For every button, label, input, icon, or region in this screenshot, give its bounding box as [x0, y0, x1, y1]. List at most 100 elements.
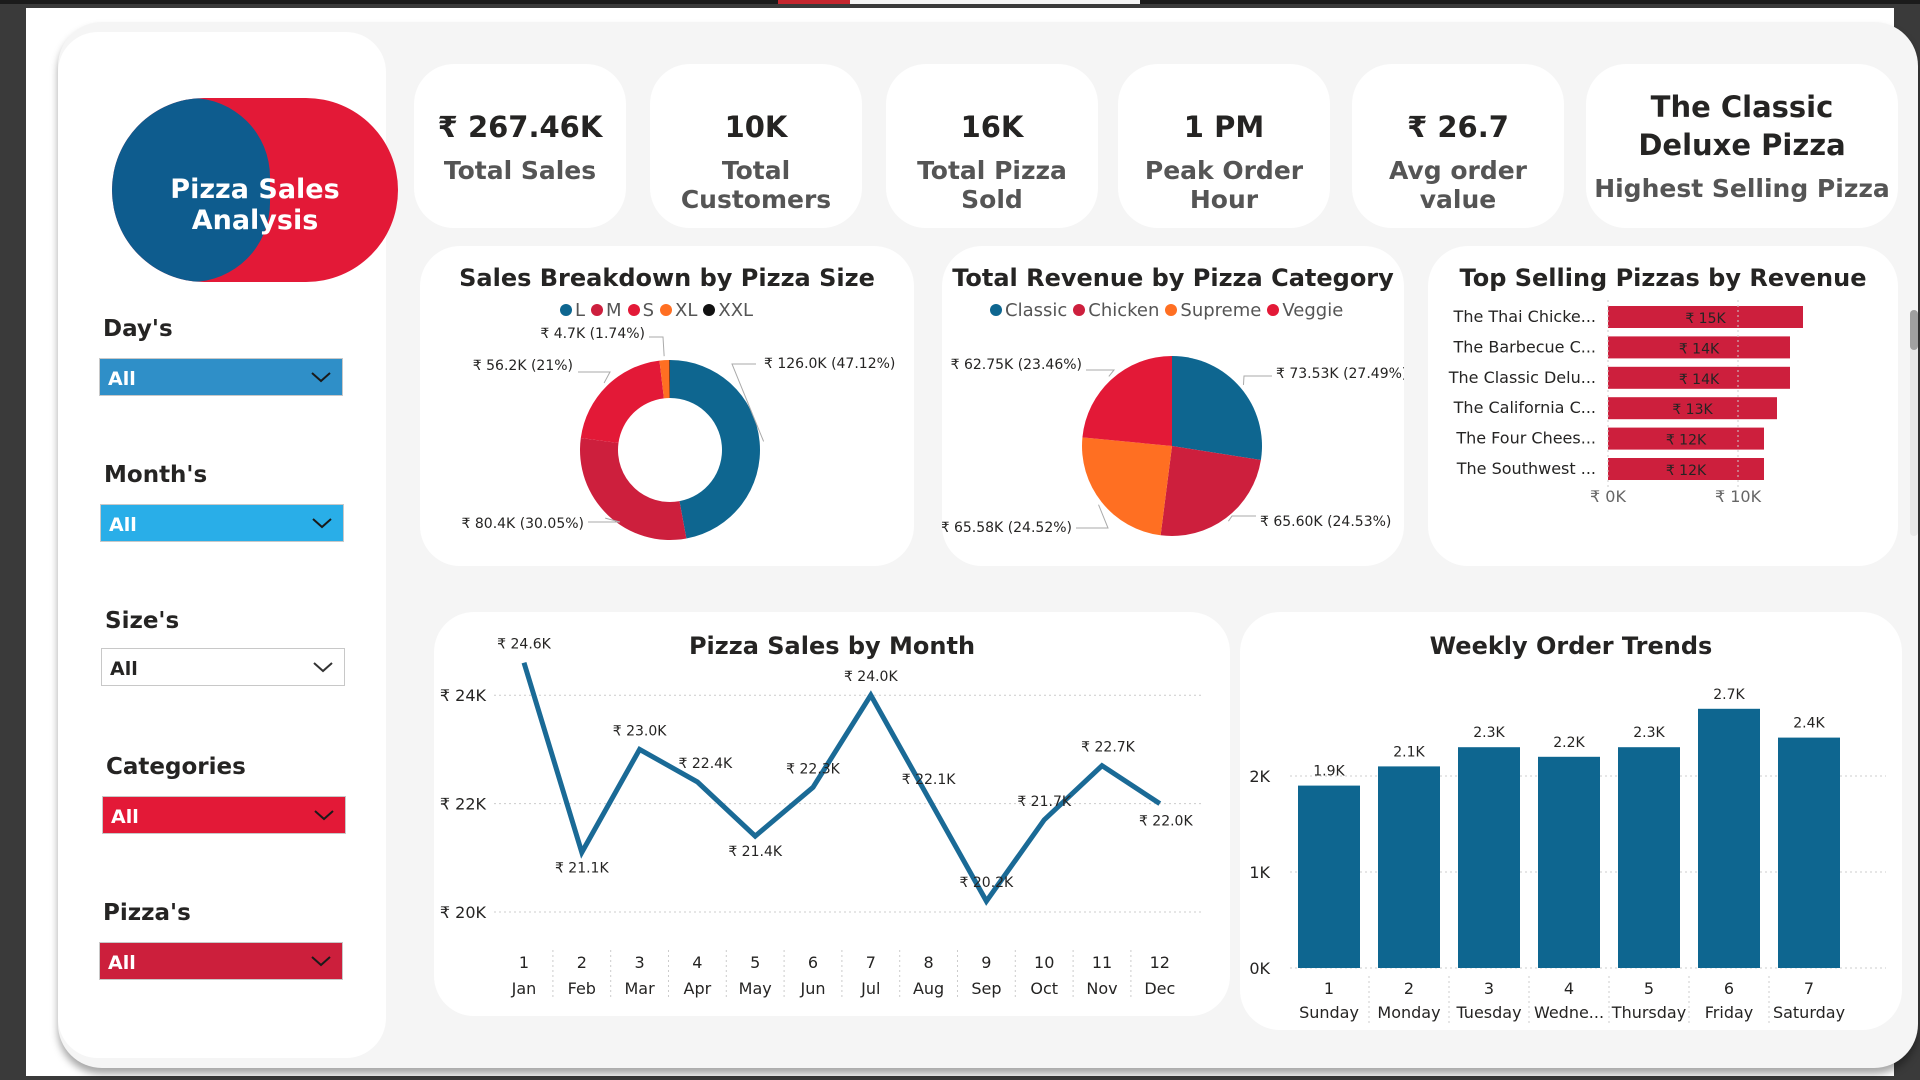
y-tick-label: 1K	[1249, 863, 1270, 882]
kpi-label-4: Avg order value	[1388, 156, 1528, 214]
legend-label: Classic	[1005, 300, 1068, 321]
size-chart-legend: L M S XL XXL	[560, 300, 759, 321]
filter-dropdown-2[interactable]: All	[101, 648, 345, 686]
bar-3	[1608, 397, 1777, 420]
x-category-label: Dec	[1144, 979, 1175, 998]
point-data-label: ₹ 23.0K	[613, 723, 668, 739]
filter-label-4: Pizza's	[103, 900, 191, 926]
pie-slice-xl	[659, 360, 670, 399]
chevron-down-icon[interactable]	[312, 657, 334, 677]
kpi-label-2: Total Pizza Sold	[917, 156, 1067, 214]
chevron-down-icon[interactable]	[310, 951, 332, 971]
leader-line	[649, 336, 665, 357]
point-data-label: ₹ 22.3K	[786, 761, 841, 777]
x-category-label: May	[739, 979, 772, 998]
pie-slice-chicken	[1160, 446, 1261, 536]
leader-line	[1228, 515, 1256, 522]
bar-category-label: The California C...	[1453, 398, 1596, 417]
x-tick-label: ₹ 0K	[1590, 487, 1626, 506]
y-tick-label: 2K	[1249, 767, 1270, 786]
category-chart-title: Total Revenue by Pizza Category	[952, 264, 1394, 292]
y-tick-label: ₹ 22K	[440, 795, 487, 814]
category-chart-legend: Classic Chicken Supreme Veggie	[990, 300, 1349, 321]
x-tick-label: 1	[519, 953, 529, 972]
slice-data-label: ₹ 65.58K (24.52%)	[942, 520, 1072, 536]
legend-label: Veggie	[1282, 300, 1344, 321]
kpi-value-5: The Classic Deluxe Pizza	[1638, 90, 1846, 162]
x-tick-label: 5	[750, 953, 760, 972]
top-pizzas-scrollbar[interactable]	[1910, 310, 1918, 536]
kpi-value-0: ₹ 267.46K	[437, 110, 603, 144]
point-data-label: ₹ 22.0K	[1139, 814, 1194, 830]
weekly-bar-6	[1778, 737, 1840, 968]
logo-badge: Pizza Sales Analysis	[112, 98, 398, 282]
legend-marker	[627, 304, 640, 316]
scrollbar-thumb[interactable]	[1910, 310, 1918, 350]
bar-data-label: ₹ 13K	[1672, 402, 1713, 418]
x-tick-label: 6	[1724, 979, 1734, 998]
weekly-bar-3	[1538, 756, 1600, 968]
chevron-down-icon[interactable]	[313, 805, 335, 825]
top-pizzas-card: Top Selling Pizzas by Revenue The Thai C…	[1428, 246, 1898, 566]
bar-data-label: 2.3K	[1473, 725, 1505, 741]
filter-value-0: All	[108, 368, 136, 390]
filter-dropdown-0[interactable]: All	[99, 358, 343, 396]
x-tick-label: 7	[1804, 979, 1814, 998]
filter-dropdown-1[interactable]: All	[100, 504, 344, 542]
legend-marker	[1165, 304, 1178, 316]
top-pizzas-bar-chart: The Thai Chicke... ₹ 15K The Barbecue C...…	[1448, 300, 1803, 506]
point-data-label: ₹ 21.7K	[1017, 794, 1072, 810]
leader-line	[1086, 369, 1116, 377]
x-category-label: Jul	[860, 979, 880, 998]
x-tick-label: ₹ 10K	[1715, 487, 1762, 506]
chevron-down-icon[interactable]	[310, 367, 332, 387]
size-chart-card: Sales Breakdown by Pizza Size L M S XL XXL ₹…	[420, 246, 914, 566]
point-data-label: ₹ 24.0K	[844, 669, 899, 685]
filter-label-2: Size's	[105, 608, 180, 634]
point-data-label: ₹ 24.6K	[497, 637, 552, 653]
filter-label-3: Categories	[106, 754, 246, 780]
weekly-bar-4	[1618, 747, 1680, 968]
x-category-label: Mar	[625, 979, 656, 998]
bar-data-label: 2.1K	[1393, 744, 1425, 760]
x-category-label: Oct	[1030, 979, 1058, 998]
point-data-label: ₹ 22.1K	[902, 772, 957, 788]
x-category-label: Aug	[913, 979, 944, 998]
filter-dropdown-3[interactable]: All	[102, 796, 346, 834]
x-category-label: Nov	[1086, 979, 1117, 998]
point-data-label: ₹ 20.2K	[960, 875, 1015, 891]
sales-line	[521, 661, 1162, 906]
bar-0	[1608, 306, 1803, 328]
bar-data-label: ₹ 14K	[1679, 341, 1720, 357]
filter-dropdown-4[interactable]: All	[99, 942, 343, 980]
x-tick-label: 4	[1564, 979, 1574, 998]
filter-value-2: All	[110, 658, 138, 680]
kpi-label-0: Total Sales	[443, 156, 597, 185]
legend-marker	[560, 304, 572, 316]
x-category-label: Jan	[511, 979, 537, 998]
y-tick-label: ₹ 24K	[440, 686, 487, 705]
legend-marker	[660, 304, 672, 316]
legend-label: M	[606, 300, 622, 321]
x-tick-label: 3	[635, 953, 645, 972]
x-category-label: Saturday	[1773, 1003, 1845, 1022]
x-tick-label: 3	[1484, 979, 1494, 998]
x-tick-label: 12	[1150, 953, 1170, 972]
slice-data-label: ₹ 56.2K (21%)	[473, 358, 573, 374]
x-tick-label: 2	[577, 953, 587, 972]
point-data-label: ₹ 21.1K	[555, 860, 610, 876]
filter-value-1: All	[109, 514, 137, 536]
y-tick-label: 0K	[1249, 959, 1270, 978]
bar-category-label: The Classic Delu...	[1448, 368, 1596, 387]
leader-line	[1242, 375, 1272, 385]
pie-slice-s	[580, 360, 664, 444]
weekly-bar-5	[1698, 708, 1760, 968]
top-tab-accent	[778, 0, 850, 4]
legend-label: Chicken	[1088, 300, 1160, 321]
x-tick-label: 6	[808, 953, 818, 972]
logo-blue-half	[112, 98, 270, 282]
chevron-down-icon[interactable]	[311, 513, 333, 533]
leader-line	[578, 371, 611, 384]
x-category-label: Feb	[568, 979, 596, 998]
dashboard-canvas: Pizza Sales Analysis Day's All Month's All S…	[58, 22, 1918, 1068]
